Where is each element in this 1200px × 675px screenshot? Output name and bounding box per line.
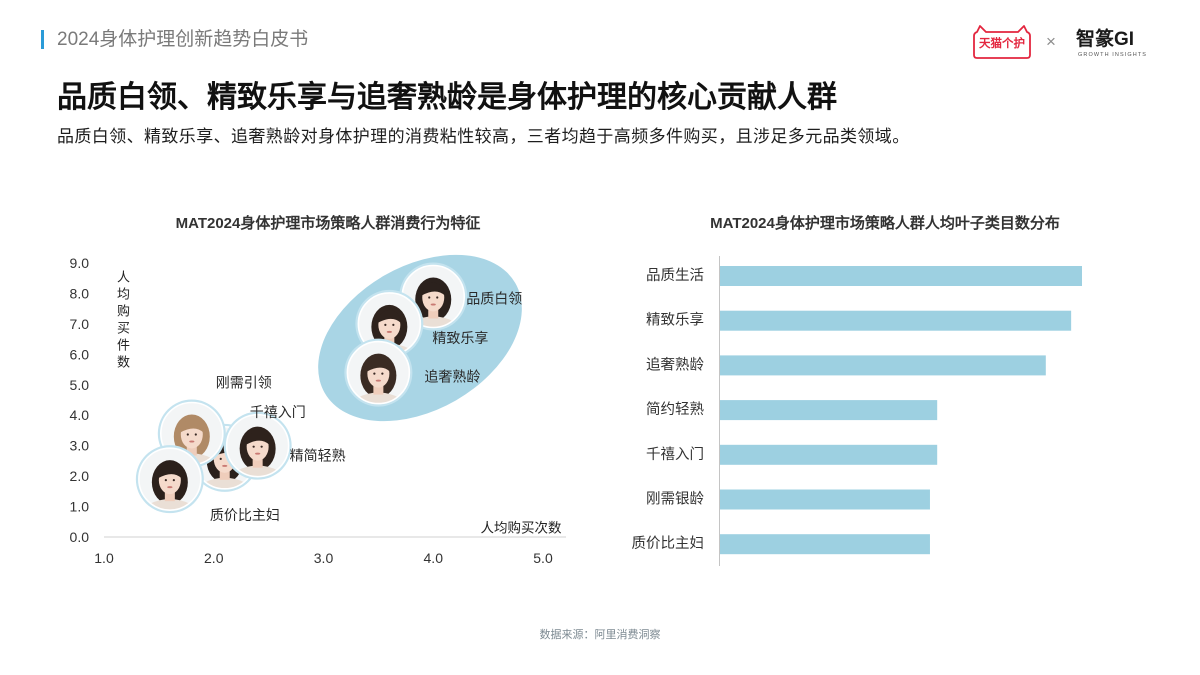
portrait-eye	[373, 372, 376, 375]
portrait-lips	[255, 452, 261, 455]
portrait-neck	[186, 443, 197, 456]
category-label: 精致乐享	[646, 312, 704, 329]
category-label: 品质生活	[646, 267, 704, 284]
point-label: 精致乐享	[432, 330, 488, 346]
y-tick-label: 1.0	[70, 499, 90, 515]
portrait-lips	[189, 440, 195, 443]
portrait-lips	[167, 486, 173, 489]
portrait-fringe	[421, 282, 445, 296]
portrait-eye	[194, 433, 197, 436]
portrait-eye	[219, 457, 222, 460]
logo-separator: ×	[1046, 32, 1056, 51]
category-label: 刚需银龄	[646, 491, 704, 508]
y-tick-label: 4.0	[70, 407, 90, 423]
y-tick-label: 6.0	[70, 346, 90, 362]
report-title: 2024身体护理创新趋势白皮书	[57, 29, 309, 50]
tmall-logo-outline	[973, 25, 1031, 59]
portrait-eye	[172, 479, 175, 482]
scatter-chart-plot: 人均购买次数 0.01.02.03.04.05.06.07.08.09.01.0…	[70, 254, 566, 566]
point-label: 追奢熟龄	[424, 369, 480, 385]
tmall-logo: 天猫个护	[973, 25, 1031, 59]
category-label: 追奢熟龄	[646, 356, 704, 373]
persona-point	[223, 411, 292, 480]
y-tick-label: 7.0	[70, 316, 90, 332]
portrait-neck	[428, 306, 439, 319]
tmall-logo-text: 天猫个护	[979, 36, 1025, 50]
bar	[720, 310, 1072, 331]
portrait-neck	[384, 333, 395, 346]
portrait-neck	[164, 489, 175, 502]
portrait-lips	[375, 379, 381, 382]
bar	[720, 534, 930, 555]
bar	[720, 444, 938, 465]
scatter-chart-title: MAT2024身体护理市场策略人群消费行为特征	[175, 215, 481, 232]
x-tick-label: 3.0	[314, 550, 334, 566]
persona-photo	[138, 448, 201, 511]
point-label: 精简轻熟	[290, 448, 346, 464]
header-accent-bar	[41, 30, 44, 49]
bar	[720, 355, 1046, 376]
point-label: 千禧入门	[250, 404, 306, 420]
category-label: 千禧入门	[646, 446, 704, 463]
portrait-neck	[373, 382, 384, 395]
y-tick-label: 2.0	[70, 468, 90, 484]
category-label: 质价比主妇	[632, 535, 705, 552]
persona-point	[344, 338, 413, 407]
portrait-eye	[428, 296, 431, 299]
photo-border	[346, 340, 411, 405]
y-tick-label: 9.0	[70, 255, 90, 271]
page-title: 品质白领、精致乐享与追奢熟龄是身体护理的核心贡献人群	[57, 81, 837, 114]
portrait-fringe	[180, 419, 204, 433]
portrait-lips	[430, 303, 436, 306]
portrait-eye	[164, 479, 167, 482]
bar	[720, 489, 930, 510]
category-label: 简约轻熟	[646, 401, 704, 418]
point-label: 品质白领	[466, 290, 522, 306]
y-tick-label: 8.0	[70, 285, 90, 301]
portrait-lips	[222, 464, 228, 467]
portrait-eye	[392, 323, 395, 326]
y-tick-label: 0.0	[70, 529, 90, 545]
photo-border	[138, 447, 202, 511]
y-tick-label: 3.0	[70, 438, 90, 454]
portrait-eye	[186, 433, 189, 436]
bar	[720, 266, 1082, 286]
x-tick-label: 2.0	[204, 550, 224, 566]
source-note: 数据来源：阿里消费洞察	[539, 629, 661, 641]
portrait-fringe	[158, 465, 182, 479]
x-tick-label: 5.0	[533, 550, 553, 566]
portrait-eye	[260, 445, 263, 448]
partner-logo-tagline: GROWTH INSIGHTS	[1078, 52, 1148, 58]
portrait-neck	[219, 467, 230, 480]
y-tick-label: 5.0	[70, 377, 90, 393]
partner-logo-name: 智篆GI	[1076, 29, 1135, 50]
portrait-neck	[252, 455, 263, 468]
portrait-fringe	[246, 431, 270, 445]
point-label: 刚需引领	[216, 374, 272, 390]
portrait-eye	[384, 323, 387, 326]
bar	[720, 400, 938, 421]
point-label: 质价比主妇	[210, 507, 280, 523]
portrait-lips	[386, 330, 392, 333]
page-subtitle: 品质白领、精致乐享、追奢熟龄对身体护理的消费粘性较高，三者均趋于高频多件购买，且…	[57, 127, 910, 146]
portrait-fringe	[366, 358, 390, 372]
portrait-eye	[436, 296, 439, 299]
bar-chart-title: MAT2024身体护理市场策略人群人均叶子类目数分布	[710, 215, 1060, 232]
portrait-eye	[252, 445, 255, 448]
portrait-fringe	[377, 309, 401, 323]
persona-point	[135, 445, 204, 514]
photo-border	[225, 413, 290, 478]
x-axis-title: 人均购买次数	[481, 521, 562, 536]
x-tick-label: 4.0	[424, 550, 444, 566]
portrait-eye	[381, 372, 384, 375]
x-tick-label: 1.0	[94, 550, 114, 566]
y-axis-title: 人均购买件数	[115, 270, 130, 372]
